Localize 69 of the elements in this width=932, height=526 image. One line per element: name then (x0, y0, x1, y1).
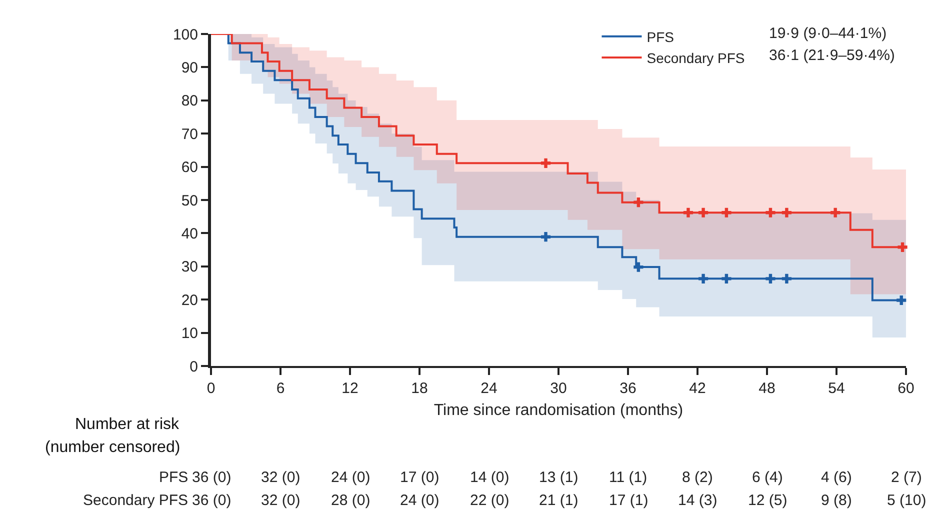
text: 32 (0) (261, 469, 300, 486)
text: Number at risk (75, 416, 180, 433)
annotation: 19·9 (9·0–44·1%) (769, 25, 887, 42)
text: 2 (7) (891, 469, 922, 486)
text: PFS (159, 469, 188, 486)
x-tick-label: 24 (480, 380, 498, 397)
y-tick-label: 70 (181, 126, 198, 143)
y-tick-label: 100 (172, 26, 198, 44)
text: 24 (0) (400, 492, 440, 509)
point (683, 208, 694, 218)
x-axis-title: Time since randomisation (months) (434, 402, 684, 420)
text: 28 (0) (331, 492, 370, 509)
x-tick-label: 60 (898, 380, 914, 397)
point (540, 232, 551, 242)
x-tick-label: 36 (620, 380, 636, 397)
point (540, 158, 551, 168)
text: 8 (2) (682, 469, 713, 486)
text: 36 (0) (192, 492, 232, 509)
text: 14 (3) (678, 492, 718, 509)
text: 4 (6) (821, 469, 852, 486)
text: 13 (1) (539, 469, 578, 486)
text: 17 (0) (400, 469, 440, 486)
y-tick-label: 50 (181, 192, 198, 210)
point (830, 208, 840, 218)
x-tick-label: 18 (411, 380, 428, 397)
x-tick-label: 30 (550, 380, 567, 397)
point (782, 274, 792, 284)
text: 11 (1) (609, 469, 648, 486)
text: 24 (0) (331, 469, 370, 486)
text: Secondary PFS (83, 492, 188, 509)
point (722, 274, 732, 284)
point (698, 208, 708, 218)
x-tick-label: 12 (342, 380, 358, 397)
point (898, 242, 908, 252)
text: 22 (0) (470, 492, 510, 509)
point (896, 295, 906, 306)
point (766, 274, 776, 284)
point (698, 274, 708, 284)
text: 32 (0) (261, 492, 300, 509)
text: 36 (0) (192, 469, 232, 486)
y-tick-label: 20 (181, 292, 198, 309)
annotation: 36·1 (21·9–59·4%) (769, 47, 895, 64)
x-tick-label: 48 (758, 380, 776, 397)
y-tick-label: 40 (181, 225, 198, 242)
legend-label: PFS (646, 28, 674, 45)
x-tick-label: 6 (276, 380, 285, 397)
text: 12 (5) (748, 492, 788, 509)
point (634, 198, 644, 208)
y-tick-label: 90 (181, 59, 198, 76)
x-tick-label: 54 (828, 380, 845, 397)
x-tick-label: 0 (206, 380, 216, 397)
text: (number censored) (45, 439, 180, 456)
point (766, 208, 776, 218)
y-tick-label: 30 (181, 258, 198, 276)
text: 6 (4) (752, 469, 783, 486)
text: 17 (1) (609, 492, 648, 509)
text: 21 (1) (539, 492, 578, 509)
y-tick-label: 80 (181, 92, 198, 110)
x-tick-label: 42 (689, 380, 706, 397)
y-tick-label: 60 (181, 159, 198, 176)
point (722, 208, 732, 218)
legend-label: Secondary PFS (646, 50, 745, 66)
text: 14 (0) (470, 469, 510, 486)
y-tick-label: 10 (181, 325, 198, 342)
text: 5 (10) (887, 492, 926, 509)
point (634, 262, 644, 272)
point (782, 208, 792, 218)
y-tick-label: 0 (190, 358, 198, 376)
text: 9 (8) (821, 492, 852, 509)
